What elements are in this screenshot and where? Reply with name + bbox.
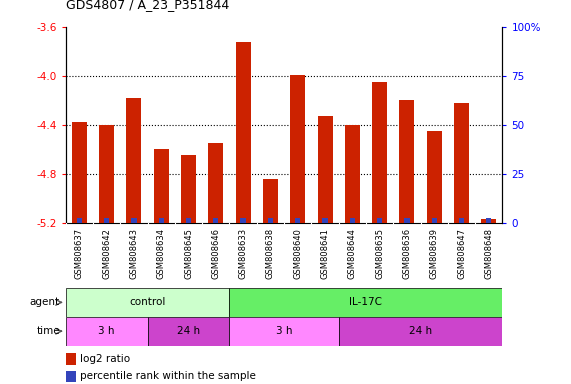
Bar (181, 156, 196, 223)
Bar (147, 317, 230, 346)
Bar (427, 131, 442, 223)
Bar (66, 317, 147, 346)
Bar (104, 218, 109, 223)
Text: GSM808634: GSM808634 (156, 228, 166, 279)
Bar (345, 125, 360, 223)
Text: 3 h: 3 h (276, 326, 292, 336)
Text: 24 h: 24 h (177, 326, 200, 336)
Bar (236, 41, 251, 223)
Text: GSM808633: GSM808633 (239, 228, 248, 279)
Bar (186, 218, 191, 223)
Bar (154, 149, 168, 223)
Text: GDS4807 / A_23_P351844: GDS4807 / A_23_P351844 (66, 0, 229, 12)
Bar (400, 100, 415, 223)
Text: 3 h: 3 h (98, 326, 115, 336)
Bar (372, 82, 387, 223)
Bar (213, 218, 219, 223)
Text: GSM808645: GSM808645 (184, 228, 193, 279)
Bar (230, 288, 502, 317)
Text: GSM808641: GSM808641 (320, 228, 329, 279)
Bar (454, 103, 469, 223)
Bar (339, 317, 502, 346)
Text: GSM808640: GSM808640 (293, 228, 302, 279)
Bar (349, 218, 355, 223)
Bar (240, 218, 246, 223)
Text: time: time (37, 326, 60, 336)
Bar (432, 218, 437, 223)
Bar (77, 218, 82, 223)
Text: IL-17C: IL-17C (349, 297, 383, 308)
Bar (208, 143, 223, 223)
Bar (263, 179, 278, 223)
Text: GSM808646: GSM808646 (211, 228, 220, 279)
Bar (99, 125, 114, 223)
Text: GSM808637: GSM808637 (75, 228, 84, 279)
Bar (126, 98, 142, 223)
Bar (131, 218, 136, 223)
Text: log2 ratio: log2 ratio (80, 354, 130, 364)
Text: GSM808643: GSM808643 (130, 228, 138, 279)
Text: 24 h: 24 h (409, 326, 432, 336)
Bar (230, 317, 339, 346)
Bar (459, 218, 464, 223)
Bar (72, 122, 87, 223)
Bar (290, 74, 305, 223)
Bar (268, 218, 273, 223)
Text: percentile rank within the sample: percentile rank within the sample (80, 371, 256, 381)
Text: GSM808638: GSM808638 (266, 228, 275, 279)
Text: GSM808642: GSM808642 (102, 228, 111, 279)
Bar (486, 218, 492, 223)
Text: GSM808644: GSM808644 (348, 228, 357, 279)
Bar (317, 116, 332, 223)
Text: GSM808639: GSM808639 (430, 228, 439, 279)
Text: GSM808648: GSM808648 (484, 228, 493, 279)
Text: GSM808647: GSM808647 (457, 228, 466, 279)
Bar (323, 218, 328, 223)
Bar (159, 218, 164, 223)
Text: GSM808635: GSM808635 (375, 228, 384, 279)
Text: control: control (130, 297, 166, 308)
Bar (404, 218, 409, 223)
Text: agent: agent (30, 297, 60, 308)
Bar (377, 218, 382, 223)
Bar (481, 219, 496, 223)
Bar (295, 218, 300, 223)
Text: GSM808636: GSM808636 (403, 228, 412, 279)
Bar (66, 288, 230, 317)
